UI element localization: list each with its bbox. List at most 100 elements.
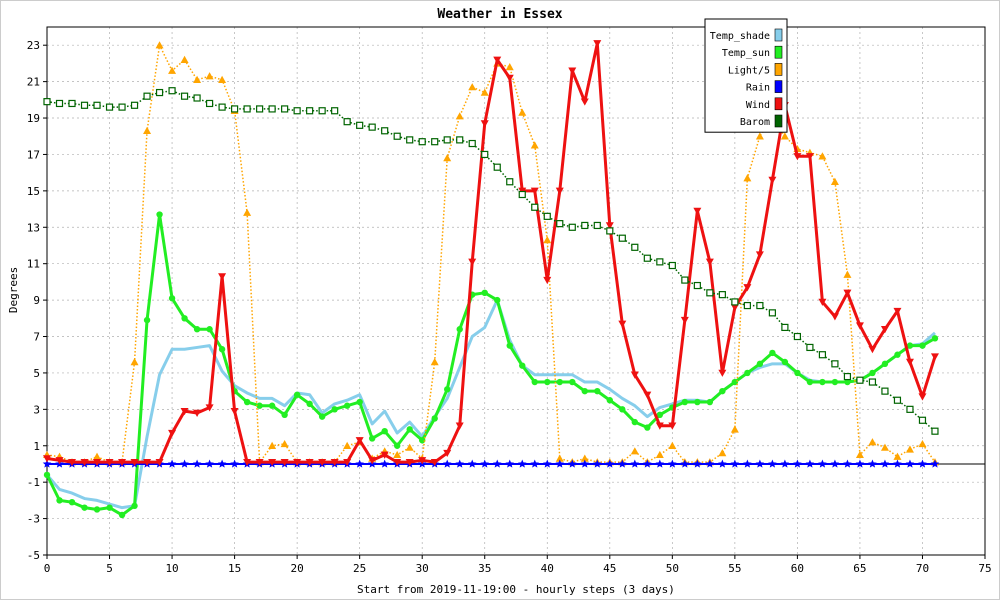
data-point <box>843 289 852 297</box>
data-point <box>868 459 877 468</box>
data-point <box>718 449 727 457</box>
data-point <box>730 304 739 312</box>
data-point <box>781 323 789 332</box>
data-point <box>68 458 77 467</box>
data-point <box>168 295 176 302</box>
data-point <box>606 397 613 404</box>
data-point <box>181 315 188 322</box>
data-point <box>218 273 227 281</box>
data-point <box>381 127 389 135</box>
data-point <box>781 358 789 366</box>
data-point <box>505 63 514 71</box>
data-point <box>518 108 527 116</box>
data-point <box>893 452 902 460</box>
data-point <box>443 154 452 162</box>
data-point <box>268 441 277 449</box>
data-point <box>656 258 664 266</box>
data-point <box>718 369 727 377</box>
data-point <box>530 187 539 195</box>
data-point <box>231 105 239 113</box>
data-point <box>494 296 501 304</box>
y-tick-label: -1 <box>27 476 40 489</box>
x-tick-label: 40 <box>541 562 554 575</box>
data-point <box>430 358 439 366</box>
data-point <box>418 457 427 465</box>
data-point <box>730 459 740 468</box>
data-point <box>455 112 464 120</box>
data-point <box>68 499 76 506</box>
data-point <box>618 320 627 328</box>
data-point <box>56 497 63 504</box>
data-point <box>931 335 939 342</box>
data-point <box>731 378 739 386</box>
data-point <box>793 459 802 468</box>
data-point <box>517 459 527 468</box>
data-point <box>706 289 714 297</box>
legend: Temp_shade Temp_sun Light/5 Rain Wind Barom <box>704 18 788 133</box>
data-point <box>919 342 926 349</box>
data-point <box>443 136 451 144</box>
data-point <box>380 459 389 468</box>
data-point <box>93 506 101 513</box>
x-tick-label: 10 <box>165 562 178 575</box>
data-point <box>430 458 439 467</box>
data-point <box>893 307 902 316</box>
data-point <box>519 362 526 369</box>
data-point <box>493 56 502 64</box>
data-point <box>605 222 614 230</box>
x-tick-label: 55 <box>728 562 741 575</box>
data-point <box>780 459 790 468</box>
data-point <box>293 458 302 467</box>
data-point <box>405 458 414 467</box>
data-point <box>393 458 402 467</box>
data-point <box>581 221 589 230</box>
data-point <box>355 459 364 468</box>
data-point <box>806 378 814 386</box>
series-temp-sun <box>43 211 939 519</box>
data-point <box>880 459 890 468</box>
data-point <box>905 445 914 453</box>
data-point <box>593 459 602 468</box>
data-point <box>331 406 338 413</box>
data-point <box>218 346 226 353</box>
data-point <box>680 459 690 468</box>
data-point <box>555 459 565 468</box>
data-point <box>581 387 588 395</box>
data-point <box>318 458 327 467</box>
data-point <box>693 281 701 290</box>
x-tick-label: 0 <box>44 562 51 575</box>
chart-title: Weather in Essex <box>437 7 562 22</box>
data-point <box>43 471 51 479</box>
data-point <box>718 291 726 299</box>
data-point <box>205 404 214 412</box>
data-point <box>130 458 139 467</box>
grid-layer <box>46 27 986 556</box>
data-point <box>893 396 902 404</box>
data-point <box>656 411 664 419</box>
x-tick-label: 60 <box>791 562 804 575</box>
data-point <box>180 55 189 63</box>
data-point <box>80 101 89 109</box>
data-point <box>168 87 176 95</box>
data-point <box>143 316 151 324</box>
data-point <box>681 398 689 406</box>
data-point <box>569 378 576 386</box>
data-point <box>155 41 164 49</box>
data-point <box>769 349 776 357</box>
y-tick-label: -5 <box>27 549 40 562</box>
data-point <box>681 276 689 284</box>
data-point <box>305 458 314 467</box>
data-point <box>630 371 639 379</box>
data-point <box>455 422 464 430</box>
data-point <box>205 459 214 468</box>
y-tick-label: 17 <box>27 148 40 161</box>
data-point <box>668 422 677 430</box>
data-point <box>243 208 252 216</box>
x-tick-label: 5 <box>106 562 113 575</box>
data-point <box>368 435 376 442</box>
data-point <box>168 66 177 74</box>
data-point <box>680 316 689 325</box>
data-point <box>743 301 751 310</box>
data-point <box>893 459 902 468</box>
data-point <box>768 309 776 317</box>
